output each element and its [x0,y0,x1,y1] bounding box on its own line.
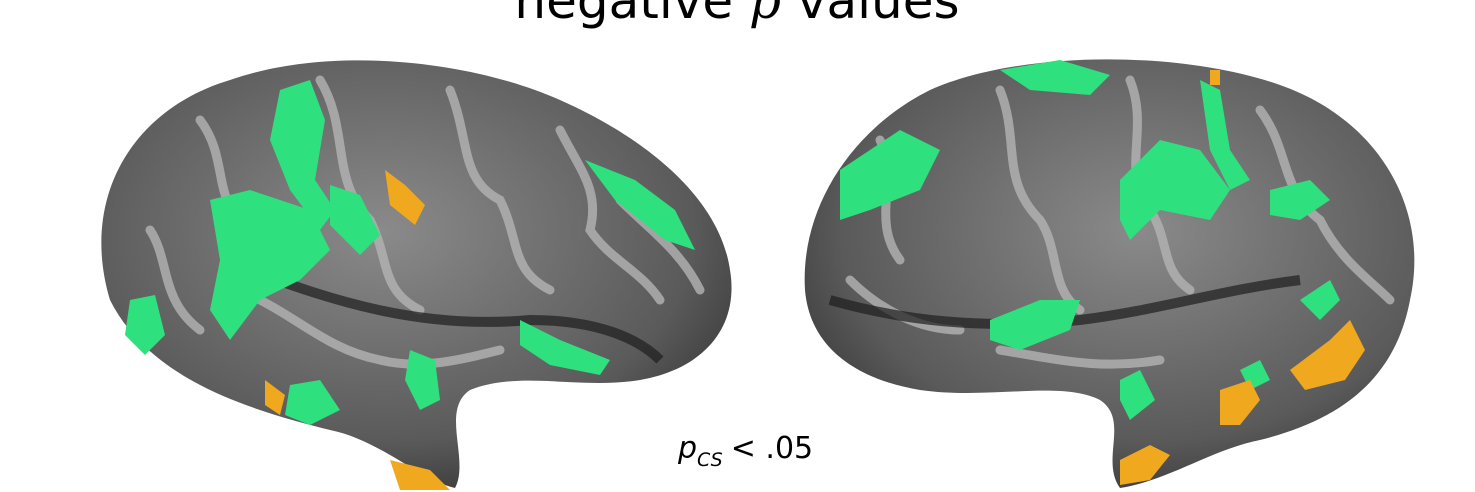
title-word: values [797,0,960,30]
title-variable: p [749,0,781,30]
page: negative p values [0,0,1475,492]
title: negative p values [514,0,959,30]
left-hemisphere [101,60,731,490]
threshold-variable: p [677,431,697,466]
title-word: negative [514,0,733,30]
threshold-subscript: CS [697,449,723,471]
right-hemisphere [805,59,1415,488]
threshold-text: < .05 [731,431,813,466]
figure: negative p values [0,0,1475,492]
threshold-label: pCS < .05 [677,431,813,471]
